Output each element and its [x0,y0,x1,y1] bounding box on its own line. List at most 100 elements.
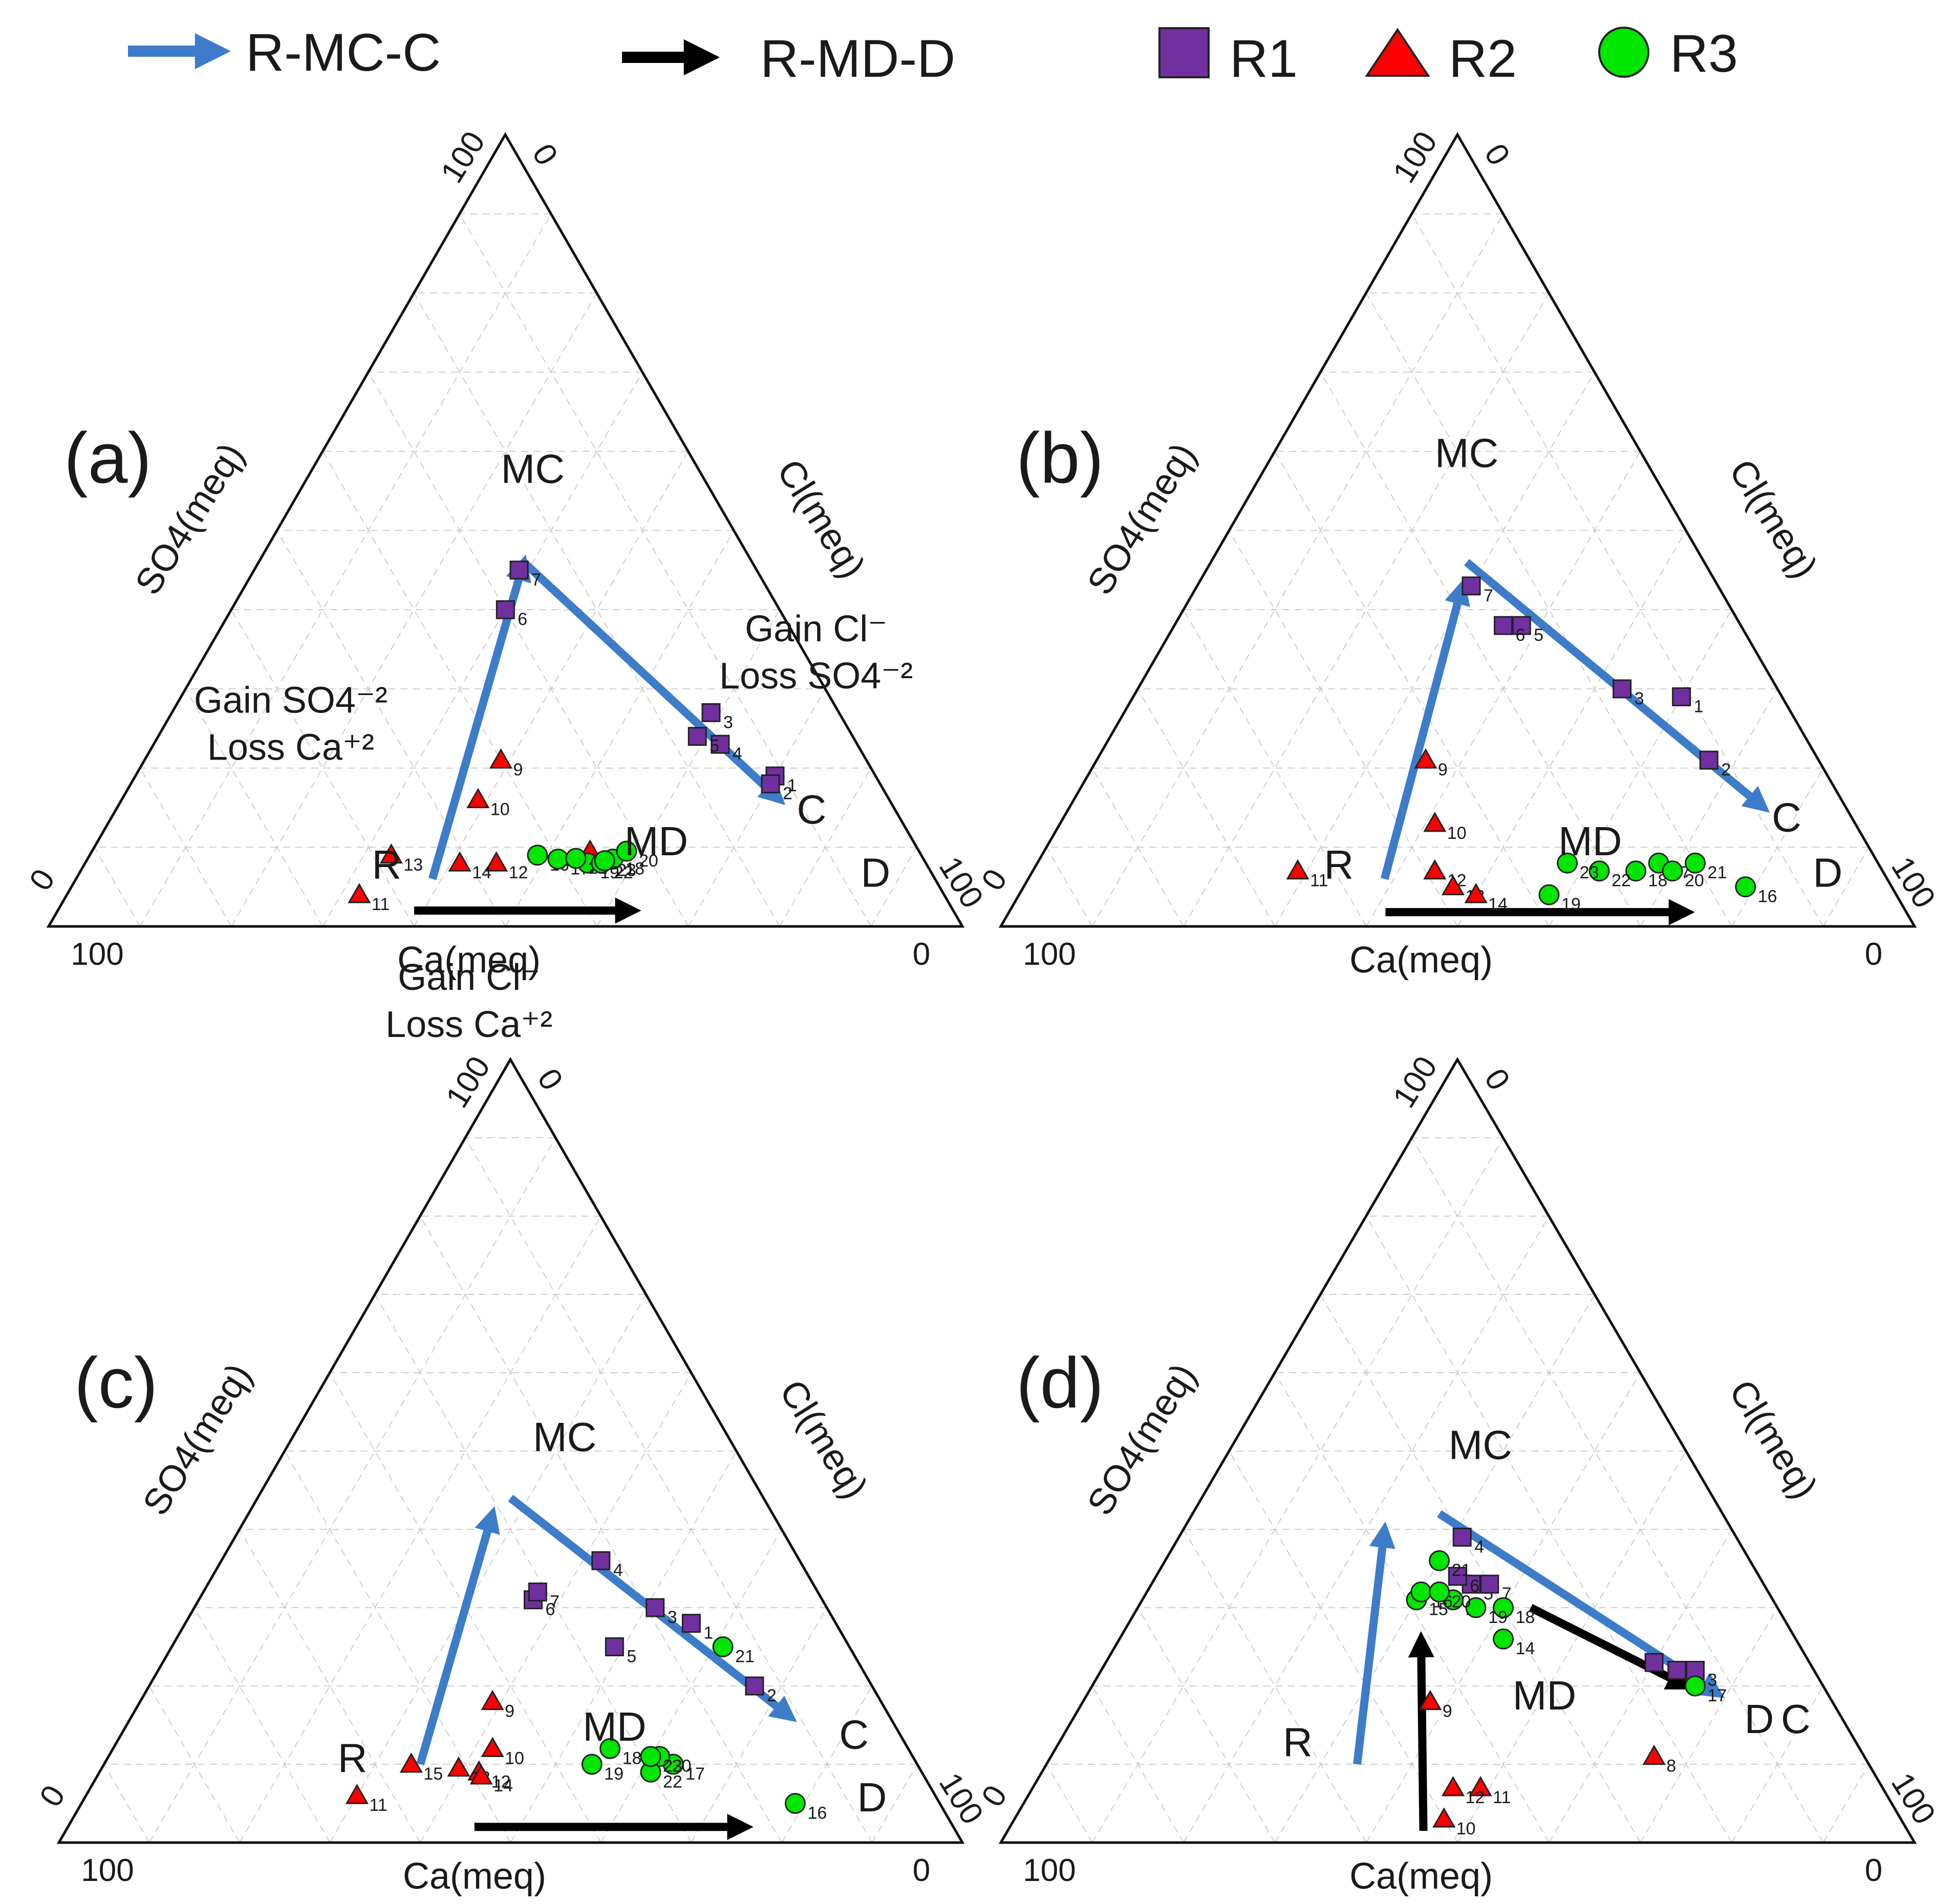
point-label: 2 [1721,760,1731,780]
region-label-d: D [857,1775,887,1820]
r2-triangle-point [399,1752,423,1773]
tick-label-so4-100: 100 [1386,1050,1444,1114]
grid-line [1274,372,1595,927]
tick-label-ca-0: 0 [913,937,930,972]
r2-triangle-point [1441,1776,1465,1797]
series-r1: 1 2 3 56 7 [1462,576,1731,780]
panel-letter: (c) [74,1343,158,1423]
r1-square-point [646,1598,665,1617]
tick-label-cl-0: 0 [525,138,565,171]
point-label: 20 [1452,1592,1471,1611]
point-label: 3 [1707,1670,1717,1690]
grid-line [1046,1764,1093,1843]
grid-line [688,688,826,927]
arrow-r-mc-c [1380,578,1470,880]
tick-label-cl-100: 100 [1884,851,1942,914]
point-label: 17 [685,1764,705,1784]
point-label: 11 [372,895,390,914]
grid-line [148,1137,556,1843]
arrow-r-mc-c [1353,1521,1395,1765]
axis-label-cl: Cl(meq) [771,1373,876,1506]
r3-circle-point [1493,1597,1514,1618]
r3-circle-point [1429,1550,1450,1571]
r1-square-point [605,1637,624,1656]
r2-triangle-point [1464,883,1488,903]
grid-line [1274,1294,1595,1843]
arrow-r-md-d [1529,1604,1693,1690]
legend-triangle-marker [1365,28,1430,77]
region-label-mc: MC [533,1414,596,1460]
region-label-c: C [839,1712,869,1757]
grid-line [276,530,506,927]
point-label: 6 [1516,625,1526,645]
r3-circle-point [599,1738,621,1759]
point-label: 5 [1534,625,1543,645]
r3-circle-point [1557,852,1578,874]
point-label: 11 [369,1795,387,1815]
r2-triangle-point [345,1784,369,1804]
ternary-frame [998,1057,1917,1844]
axis-label-cl: Cl(meq) [1721,452,1825,586]
legend-marker-r1-label: R1 [1230,29,1298,89]
point-label: 3 [1635,689,1644,708]
r3-circle-point [1685,1675,1706,1697]
r3-circle-point [640,1746,661,1767]
grid-line [1229,530,1458,927]
r1-square-point [1672,687,1691,706]
r2-triangle-point [469,1764,493,1785]
arrow-r-md-d [1408,1631,1435,1831]
region-label-d: D [1813,850,1843,896]
tick-label-ca-0: 0 [913,1853,930,1888]
point-label: 8 [1666,1757,1676,1776]
point-label: 6 [518,610,527,629]
r1-square-point [711,734,730,754]
tick-label-ca-0: 0 [1865,1853,1882,1888]
region-label-c: C [1781,1696,1811,1742]
grid-line [1640,1607,1778,1843]
r2-triangle-point [1423,859,1447,880]
r2-triangle-point [379,843,403,864]
point-label: 12 [491,1772,511,1791]
point-label: 20 [672,1757,692,1776]
region-label-r: R [372,842,402,888]
point-label: 21 [735,1647,755,1667]
panel-d: Ca(meq)SO4(meq)Cl(meq)100001000100(d)123… [975,1050,1942,1897]
point-label: 21 [1708,863,1727,882]
point-label: 22 [663,1772,682,1791]
legend-square-marker [1158,27,1210,78]
legend-arrow-rmdd: R-MD-D [622,29,955,89]
point-label: 5 [710,737,719,756]
region-label-d: D [861,850,891,896]
legend-marker-r1: R1 [1158,27,1298,89]
r3-circle-point [594,850,615,872]
tick-label-cl-0: 0 [1477,138,1517,171]
axis-label-cl: Cl(meq) [769,452,873,586]
r1-square-point [761,774,780,794]
point-label: 18 [622,1748,642,1768]
legend-marker-r2: R2 [1365,28,1517,89]
point-label: 15 [1429,1600,1448,1619]
axis-label-cl: Cl(meq) [1721,1373,1825,1506]
point-label: 10 [505,1748,524,1768]
r3-circle-point [1410,1581,1432,1603]
point-label: 6 [545,1600,555,1619]
region-label-mc: MC [1435,430,1498,476]
tick-label-so4-100: 100 [434,125,492,189]
region-label-mc: MC [501,446,565,492]
point-label: 7 [531,570,541,590]
point-label: 9 [1438,760,1448,780]
r3-circle-point [1429,1581,1450,1603]
ternary-frame [46,132,965,928]
r1-square-point [681,1614,701,1633]
axis-label-ca: Ca(meq) [397,940,541,981]
arrow-r-mc-c [521,559,786,805]
point-label: 9 [1443,1702,1452,1721]
r3-circle-point [1538,884,1560,905]
point-label: 14 [1488,895,1508,914]
r1-square-point [688,727,707,746]
r2-triangle-point [447,1756,470,1777]
r3-circle-point [784,1793,806,1814]
